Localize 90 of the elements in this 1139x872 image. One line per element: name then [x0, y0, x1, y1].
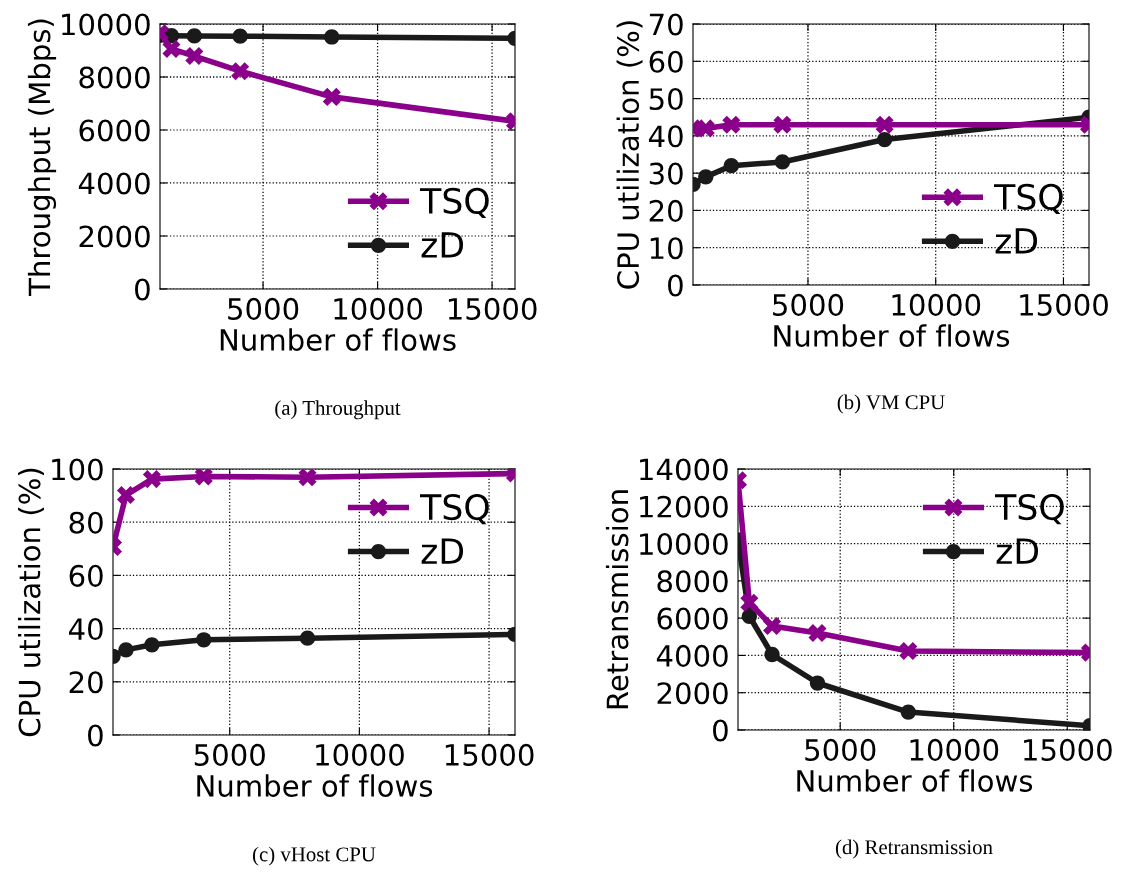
y-tick-label: 8000 — [657, 570, 728, 593]
point — [144, 637, 160, 653]
x-tick-label: 10000 — [316, 743, 404, 766]
x-axis-title: Number of flows — [774, 324, 1010, 347]
x-tick-label: 10000 — [334, 297, 423, 320]
point — [232, 28, 248, 44]
legend-label: TSQ — [420, 187, 489, 218]
x-axis-title: Number of flows — [797, 769, 1033, 792]
y-tick-label: 100 — [52, 458, 103, 481]
y-tick-label: 4000 — [656, 644, 728, 667]
y-tick-label: 10 — [650, 237, 683, 260]
y-tick-label: 0 — [88, 724, 103, 747]
text: (c) vHost CPU — [252, 846, 376, 866]
x-tick-label: 15000 — [1024, 738, 1112, 761]
point — [118, 642, 134, 658]
x-tick-label: 5000 — [805, 738, 876, 761]
legend-label: zD — [995, 228, 1038, 254]
point — [773, 115, 792, 134]
y-tick-label: 40 — [648, 125, 683, 148]
point — [185, 47, 204, 66]
x-axis-title: Number of flows — [220, 328, 456, 351]
text: (d) Retransmission — [835, 839, 993, 859]
point — [900, 704, 916, 720]
y-tick-label: 4000 — [78, 172, 150, 195]
y-tick-label: 10000 — [640, 533, 728, 556]
legend-label: zD — [421, 232, 464, 258]
y-tick-label: 6000 — [657, 607, 728, 630]
x-tick-label: 15000 — [1020, 293, 1108, 316]
y-tick-label: 2000 — [79, 225, 150, 248]
y-tick-label: 60 — [69, 564, 103, 587]
point — [116, 486, 135, 505]
y-tick-label: 60 — [649, 50, 683, 73]
point — [876, 131, 893, 148]
point — [142, 470, 161, 489]
x-tick-label: 15000 — [445, 743, 534, 766]
point — [774, 154, 791, 170]
y-tick-label: 2000 — [657, 682, 728, 705]
y-axis-title: CPU utilization (%) — [17, 468, 44, 737]
y-axis-title: CPU utilization (%) — [616, 21, 643, 289]
y-tick-label: 0 — [668, 274, 683, 297]
point — [899, 641, 918, 660]
legend-label: zD — [421, 538, 464, 564]
y-tick-label: 40 — [68, 618, 103, 641]
legend-label: TSQ — [994, 183, 1063, 214]
y-axis-title: Throughput (Mbps) — [27, 19, 57, 296]
y-tick-label: 0 — [135, 278, 150, 301]
y-tick-label: 20 — [649, 199, 683, 222]
point — [322, 87, 341, 106]
point — [740, 593, 759, 612]
x-tick-label: 5000 — [194, 743, 265, 766]
y-tick-label: 14000 — [640, 458, 728, 481]
y-tick-label: 70 — [649, 13, 683, 36]
x-tick-label: 15000 — [448, 297, 537, 320]
point — [722, 115, 741, 134]
y-tick-label: 50 — [649, 88, 683, 111]
y-tick-label: 8000 — [79, 66, 150, 89]
point — [194, 469, 213, 486]
x-tick-label: 5000 — [228, 297, 299, 320]
y-tick-label: 80 — [69, 511, 103, 534]
x-axis-title: Number of flows — [197, 774, 433, 797]
point — [723, 158, 739, 174]
point — [162, 39, 181, 58]
y-tick-label: 10000 — [62, 13, 150, 36]
y-tick-label: 6000 — [79, 119, 150, 142]
point — [299, 630, 316, 646]
point — [298, 469, 317, 487]
point — [698, 169, 714, 185]
y-tick-label: 0 — [713, 719, 728, 742]
legend-label: TSQ — [995, 493, 1064, 525]
point — [875, 115, 894, 134]
point — [808, 624, 827, 643]
point — [763, 616, 782, 635]
point — [741, 608, 757, 624]
point — [324, 29, 340, 45]
point — [186, 28, 202, 44]
text: (b) VM CPU — [837, 394, 945, 414]
y-tick-label: 30 — [649, 162, 683, 185]
legend-label: TSQ — [420, 493, 489, 525]
point — [196, 632, 212, 648]
point — [764, 646, 780, 663]
y-axis-title: Retransmission — [605, 490, 629, 709]
point — [809, 675, 826, 691]
text: (a) Throughput — [275, 400, 401, 420]
x-tick-label: 5000 — [773, 293, 844, 316]
y-tick-label: 20 — [69, 671, 103, 694]
point — [231, 62, 250, 81]
x-tick-label: 10000 — [910, 738, 999, 761]
y-tick-label: 12000 — [640, 495, 728, 518]
x-tick-label: 10000 — [892, 293, 981, 316]
legend-label: zD — [996, 538, 1039, 564]
